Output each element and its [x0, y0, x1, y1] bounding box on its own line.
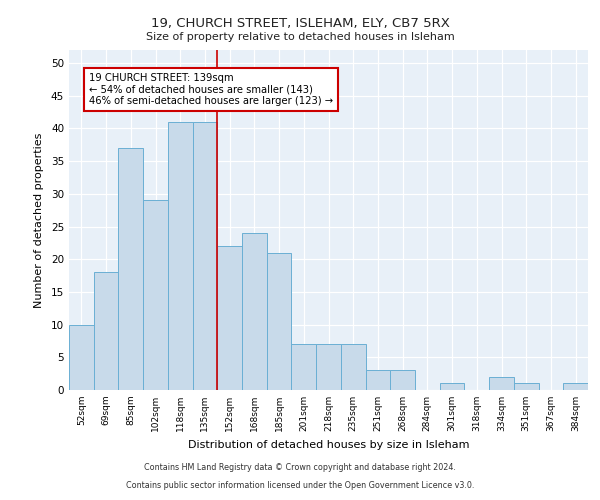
- Bar: [316, 344, 341, 390]
- Bar: [341, 344, 365, 390]
- Bar: [69, 324, 94, 390]
- Text: 19, CHURCH STREET, ISLEHAM, ELY, CB7 5RX: 19, CHURCH STREET, ISLEHAM, ELY, CB7 5RX: [151, 18, 449, 30]
- Bar: [118, 148, 143, 390]
- Bar: [242, 233, 267, 390]
- Text: Size of property relative to detached houses in Isleham: Size of property relative to detached ho…: [146, 32, 454, 42]
- Bar: [168, 122, 193, 390]
- Bar: [365, 370, 390, 390]
- Y-axis label: Number of detached properties: Number of detached properties: [34, 132, 44, 308]
- X-axis label: Distribution of detached houses by size in Isleham: Distribution of detached houses by size …: [188, 440, 469, 450]
- Bar: [193, 122, 217, 390]
- Bar: [440, 384, 464, 390]
- Bar: [143, 200, 168, 390]
- Bar: [563, 384, 588, 390]
- Text: Contains HM Land Registry data © Crown copyright and database right 2024.: Contains HM Land Registry data © Crown c…: [144, 464, 456, 472]
- Bar: [292, 344, 316, 390]
- Bar: [489, 377, 514, 390]
- Bar: [267, 252, 292, 390]
- Bar: [390, 370, 415, 390]
- Bar: [514, 384, 539, 390]
- Bar: [94, 272, 118, 390]
- Text: Contains public sector information licensed under the Open Government Licence v3: Contains public sector information licen…: [126, 481, 474, 490]
- Text: 19 CHURCH STREET: 139sqm
← 54% of detached houses are smaller (143)
46% of semi-: 19 CHURCH STREET: 139sqm ← 54% of detach…: [89, 73, 333, 106]
- Bar: [217, 246, 242, 390]
